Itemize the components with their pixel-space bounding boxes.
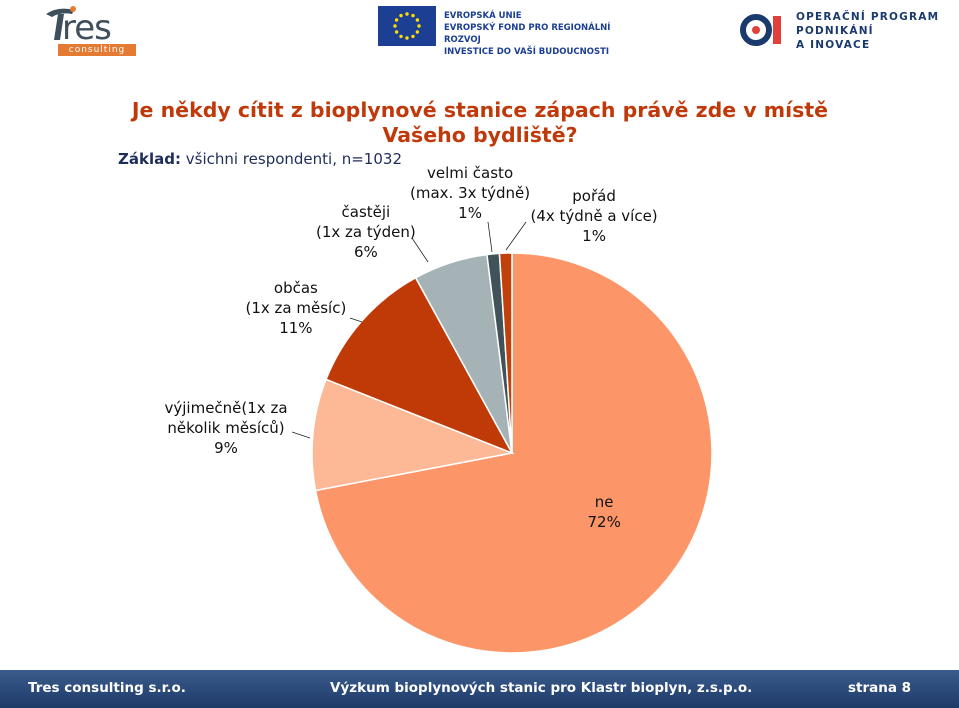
slice-label-line: (max. 3x týdně) — [410, 184, 531, 202]
slice-label: velmi často (max. 3x týdně) 1% — [410, 163, 530, 223]
leader-line — [291, 431, 311, 439]
slice-label-line: častěji — [341, 203, 391, 221]
footer-page-number: strana 8 — [848, 680, 912, 696]
op-line-1: OPERAČNÍ PROGRAM — [796, 11, 940, 23]
op-pi-text: OPERAČNÍ PROGRAM PODNIKÁNÍ A INOVACE — [796, 10, 939, 52]
eu-logo-block: EVROPSKÁ UNIE EVROPSKÝ FOND PRO REGIONÁL… — [378, 6, 618, 57]
op-line-3: A INOVACE — [796, 39, 871, 51]
pie-slice — [311, 378, 515, 492]
eu-star-icon — [393, 24, 397, 28]
chart-subtitle: Základ: všichni respondenti, n=1032 — [118, 150, 402, 168]
chart-title: Je někdy cítit z bioplynové stanice zápa… — [131, 98, 829, 147]
footer-bar — [0, 670, 959, 708]
eu-star-icon — [411, 13, 415, 18]
leader-line — [487, 221, 493, 253]
eu-line-1: EVROPSKÁ UNIE — [444, 11, 522, 21]
eu-star-icon — [399, 34, 403, 39]
slice-label-line: občas — [273, 279, 318, 297]
eu-line-2: EVROPSKÝ FOND PRO REGIONÁLNÍ ROZVOJ — [444, 23, 611, 45]
pie-slice — [325, 276, 514, 455]
eu-flag-icon — [378, 6, 436, 46]
eu-star-icon — [415, 18, 420, 22]
eu-star-icon — [417, 24, 421, 28]
footer-company: Tres consulting s.r.o. — [28, 680, 186, 696]
slice-label-line: pořád — [572, 187, 616, 205]
eu-star-icon — [399, 13, 403, 18]
eu-star-icon — [405, 12, 409, 16]
op-pi-mark-icon — [740, 14, 781, 46]
subtitle-bold: Základ: — [118, 150, 181, 168]
slice-label-line: 11% — [279, 319, 313, 337]
subtitle-rest: všichni respondenti, n=1032 — [180, 150, 402, 168]
slice-label-line: velmi často — [426, 164, 514, 182]
slice-label-line: několik měsíců) — [167, 419, 285, 437]
slice-label: ne 72% — [588, 492, 621, 532]
slice-label-line: 9% — [214, 439, 238, 457]
slice-label: pořád (4x týdně a více) 1% — [531, 186, 658, 246]
slice-label-line: ne — [594, 493, 614, 511]
slice-label-line: 6% — [353, 243, 378, 261]
eu-star-icon — [405, 36, 409, 40]
tres-t-mark-icon — [46, 6, 76, 40]
logo-word: res — [62, 8, 112, 48]
leader-lines — [291, 221, 527, 439]
slice-label-line: 1% — [458, 204, 482, 222]
eu-stars-icon — [393, 12, 421, 40]
slice-label: občas (1x za měsíc) 11% — [246, 278, 347, 338]
eu-star-icon — [394, 30, 399, 34]
eu-star-icon — [415, 30, 420, 34]
slice-label: výjimečně(1x za několik měsíců) 9% — [165, 398, 288, 458]
leader-line — [411, 237, 429, 263]
slice-label-line: 1% — [582, 227, 606, 245]
slice-label-line: (4x týdně a více) — [530, 207, 658, 225]
eu-star-icon — [411, 34, 415, 39]
pie-slices — [311, 252, 713, 654]
slice-label: častěji (1x za týden) 6% — [316, 202, 416, 262]
slice-label-line: 72% — [587, 513, 621, 531]
pie-slice — [498, 252, 513, 454]
slice-label-line: (1x za týden) — [316, 223, 416, 241]
eu-text: EVROPSKÁ UNIE EVROPSKÝ FOND PRO REGIONÁL… — [444, 10, 618, 58]
eu-star-icon — [394, 18, 399, 22]
leader-line — [505, 221, 527, 251]
pie-chart — [291, 221, 713, 654]
tres-consulting-logo: res consulting — [40, 4, 140, 58]
leader-line — [349, 317, 363, 323]
logo-tagline: consulting — [58, 44, 136, 56]
op-pi-logo-block: OPERAČNÍ PROGRAM PODNIKÁNÍ A INOVACE — [740, 8, 940, 52]
eu-line-3: INVESTICE DO VAŠÍ BUDOUCNOSTI — [444, 47, 610, 57]
op-line-2: PODNIKÁNÍ — [796, 25, 874, 37]
slice-label-line: (1x za měsíc) — [245, 299, 347, 317]
footer-project: Výzkum bioplynových stanic pro Klastr bi… — [330, 680, 753, 696]
slice-label-line: výjimečně(1x za — [164, 399, 288, 417]
